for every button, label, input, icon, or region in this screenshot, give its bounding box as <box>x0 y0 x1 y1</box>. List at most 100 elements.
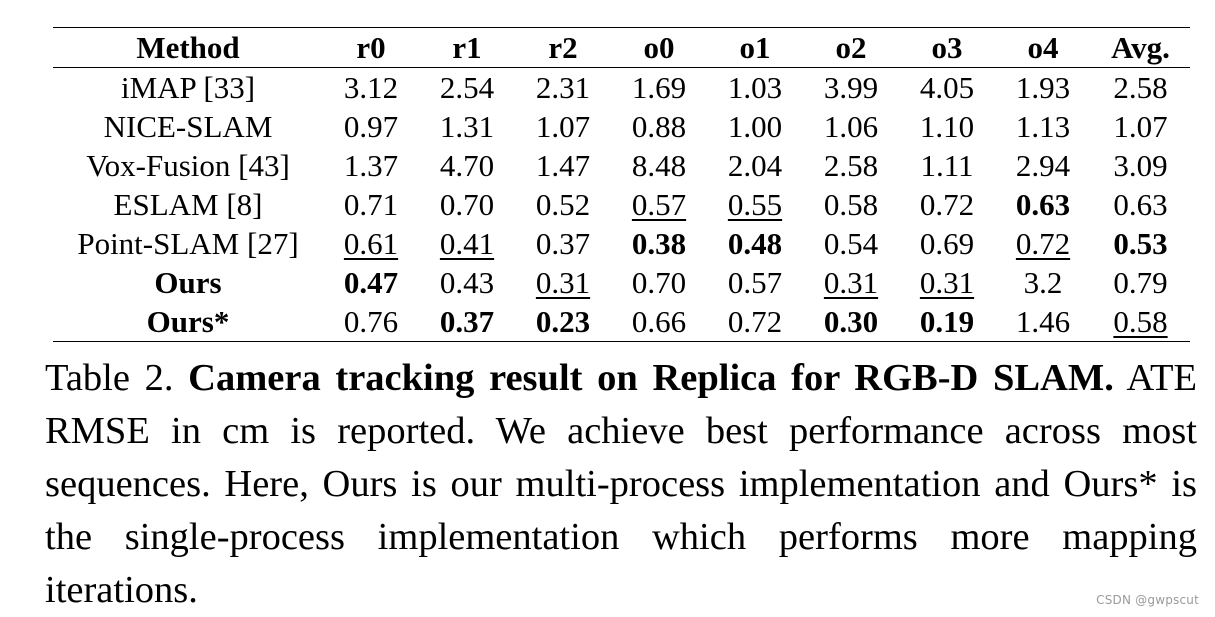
value-cell: 4.70 <box>419 146 515 185</box>
value-cell: 0.43 <box>419 263 515 302</box>
value-cell: 0.55 <box>707 185 803 224</box>
value-text: 0.52 <box>535 187 591 222</box>
value-cell: 8.48 <box>611 146 707 185</box>
value-cell: 0.70 <box>419 185 515 224</box>
value-text: 0.57 <box>631 187 687 222</box>
value-text: 0.63 <box>1015 187 1071 222</box>
value-text: 0.69 <box>919 226 975 261</box>
value-text: 0.70 <box>631 265 687 300</box>
value-text: 1.00 <box>727 109 783 144</box>
value-cell: 2.31 <box>515 68 611 108</box>
value-text: 0.63 <box>1113 187 1168 222</box>
value-cell: 0.63 <box>1091 185 1190 224</box>
value-text: 1.31 <box>439 109 495 144</box>
column-header: r0 <box>356 30 386 65</box>
value-text: 0.76 <box>343 304 399 339</box>
value-cell: 0.48 <box>707 224 803 263</box>
value-cell: 0.71 <box>323 185 419 224</box>
table-row: ESLAM [8] 0.71 0.70 0.52 0.57 0.55 0.58 0.72 0.6… <box>53 185 1190 224</box>
value-cell: 1.07 <box>1091 107 1190 146</box>
value-text: 1.37 <box>343 148 399 183</box>
method-name-cell: Ours* <box>146 304 230 339</box>
value-cell: 0.53 <box>1091 224 1190 263</box>
value-text: 0.31 <box>919 265 975 300</box>
value-text: 1.07 <box>1113 109 1168 144</box>
column-header-method: Method <box>136 30 240 65</box>
value-text: 0.31 <box>823 265 879 300</box>
value-cell: 0.31 <box>899 263 995 302</box>
value-cell: 0.58 <box>803 185 899 224</box>
value-text: 0.88 <box>631 109 687 144</box>
value-text: 1.46 <box>1015 304 1071 339</box>
value-text: 1.11 <box>920 148 974 183</box>
value-text: 0.57 <box>727 265 783 300</box>
column-header: o2 <box>835 30 867 65</box>
value-text: 0.58 <box>1113 304 1168 339</box>
method-name-cell: NICE-SLAM <box>103 109 273 144</box>
value-text: 0.37 <box>439 304 495 339</box>
value-cell: 2.94 <box>995 146 1091 185</box>
value-cell: 3.99 <box>803 68 899 108</box>
method-name-cell: ESLAM [8] <box>113 187 263 222</box>
value-text: 3.12 <box>343 70 399 105</box>
value-cell: 0.30 <box>803 302 899 342</box>
value-cell: 1.11 <box>899 146 995 185</box>
value-cell: 0.47 <box>323 263 419 302</box>
value-text: 0.48 <box>727 226 783 261</box>
table-row: Point-SLAM [27] 0.61 0.41 0.37 0.38 0.48 0.54 0… <box>53 224 1190 263</box>
value-cell: 0.38 <box>611 224 707 263</box>
value-cell: 0.37 <box>515 224 611 263</box>
column-header: Avg. <box>1111 30 1170 65</box>
value-text: 4.70 <box>439 148 495 183</box>
value-cell: 1.13 <box>995 107 1091 146</box>
column-header: o3 <box>931 30 963 65</box>
caption-title: Camera tracking result on Replica for RG… <box>188 357 1114 399</box>
value-text: 0.97 <box>343 109 399 144</box>
value-text: 2.31 <box>535 70 591 105</box>
value-cell: 0.31 <box>515 263 611 302</box>
value-cell: 1.47 <box>515 146 611 185</box>
value-cell: 2.04 <box>707 146 803 185</box>
value-cell: 2.58 <box>803 146 899 185</box>
value-text: 0.23 <box>535 304 591 339</box>
method-name-cell: Vox-Fusion [43] <box>86 148 290 183</box>
value-cell: 0.72 <box>995 224 1091 263</box>
table-row: NICE-SLAM 0.97 1.31 1.07 0.88 1.00 1.06 1.10 1.1… <box>53 107 1190 146</box>
value-text: 0.71 <box>343 187 399 222</box>
value-text: 3.2 <box>1023 265 1063 300</box>
value-cell: 0.72 <box>707 302 803 342</box>
method-name-cell: iMAP [33] <box>120 70 256 105</box>
value-text: 4.05 <box>919 70 975 105</box>
value-cell: 1.07 <box>515 107 611 146</box>
value-text: 0.53 <box>1113 226 1168 261</box>
method-name-cell: Ours <box>154 265 222 300</box>
value-text: 3.09 <box>1113 148 1168 183</box>
value-text: 2.54 <box>439 70 495 105</box>
value-text: 0.66 <box>631 304 687 339</box>
value-cell: 0.37 <box>419 302 515 342</box>
value-text: 0.55 <box>727 187 783 222</box>
table-caption: Table 2. Camera tracking result on Repli… <box>45 352 1197 617</box>
value-cell: 0.41 <box>419 224 515 263</box>
table-row: iMAP [33] 3.12 2.54 2.31 1.69 1.03 3.99 4.05 1.9… <box>53 68 1190 108</box>
value-text: 1.93 <box>1015 70 1071 105</box>
value-cell: 0.88 <box>611 107 707 146</box>
value-text: 1.07 <box>535 109 591 144</box>
table-header-row: Method r0 r1 r2 o0 o1 o2 o3 o4 Avg. <box>53 27 1190 68</box>
table-row: Vox-Fusion [43] 1.37 4.70 1.47 8.48 2.04 2.58 1… <box>53 146 1190 185</box>
value-text: 0.70 <box>439 187 495 222</box>
value-cell: 0.79 <box>1091 263 1190 302</box>
value-cell: 0.66 <box>611 302 707 342</box>
value-text: 1.13 <box>1015 109 1071 144</box>
value-text: 1.47 <box>535 148 591 183</box>
value-text: 0.61 <box>343 226 399 261</box>
method-name-cell: Point-SLAM [27] <box>77 226 299 261</box>
value-cell: 0.52 <box>515 185 611 224</box>
results-table-container: Method r0 r1 r2 o0 o1 o2 o3 o4 Avg. iMAP [33] 3.12… <box>53 27 1190 342</box>
value-text: 2.58 <box>823 148 879 183</box>
value-cell: 2.54 <box>419 68 515 108</box>
column-header: o1 <box>739 30 771 65</box>
value-text: 0.37 <box>535 226 591 261</box>
value-cell: 1.46 <box>995 302 1091 342</box>
value-cell: 0.76 <box>323 302 419 342</box>
